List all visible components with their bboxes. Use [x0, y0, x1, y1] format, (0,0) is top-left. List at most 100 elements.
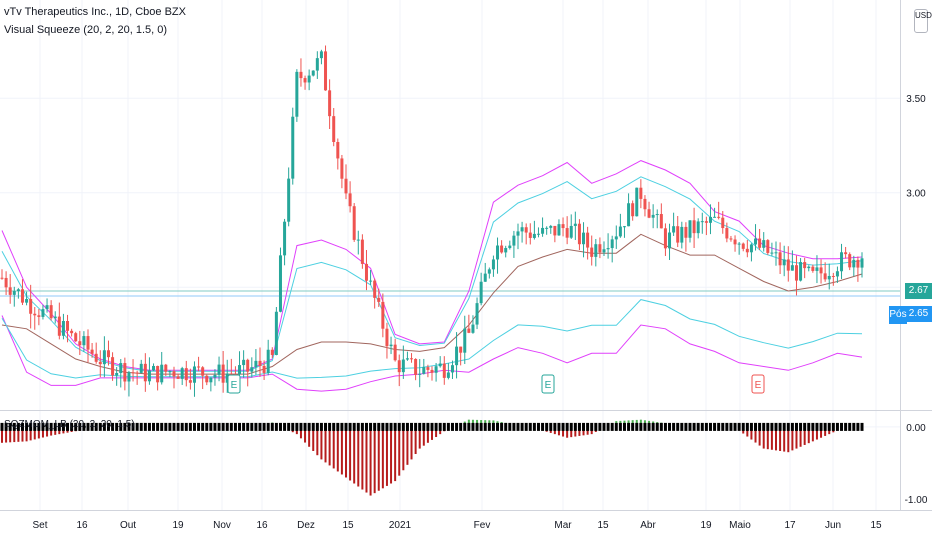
indicator-legend[interactable]: Visual Squeeze (20, 2, 20, 1.5, 0)	[4, 24, 168, 36]
squeeze-dot	[197, 422, 201, 431]
squeeze-dot	[577, 422, 581, 431]
histogram-bar	[762, 426, 765, 449]
candle-body	[49, 305, 53, 319]
histogram-bar	[402, 426, 405, 471]
histogram-bar	[13, 426, 16, 443]
candle-body	[577, 223, 581, 245]
squeeze-dot	[369, 422, 373, 431]
candle-body	[692, 220, 696, 234]
squeeze-dot	[78, 422, 82, 431]
squeeze-dot	[553, 422, 557, 431]
squeeze-dot	[586, 422, 590, 431]
histogram-bar	[766, 426, 769, 450]
symbol-legend[interactable]: vTv Therapeutics Inc., 1D, Cboe BZX	[4, 6, 186, 18]
candle-body	[831, 275, 835, 277]
squeeze-dot	[504, 422, 508, 431]
histogram-bar	[316, 426, 319, 456]
candle-body	[168, 371, 172, 373]
candle-body	[790, 265, 794, 271]
squeeze-dot	[131, 422, 135, 431]
squeeze-dot	[295, 422, 299, 431]
squeeze-dot	[311, 422, 315, 431]
squeeze-dot	[266, 422, 270, 431]
time-tick-label: Out	[120, 520, 136, 531]
squeeze-dot	[737, 422, 741, 431]
candle-body	[381, 301, 385, 329]
candle-body	[467, 328, 471, 333]
squeeze-dot	[348, 422, 352, 431]
candle-body	[856, 259, 860, 268]
histogram-bar	[373, 426, 376, 494]
squeeze-dot	[541, 422, 545, 431]
candle-body	[291, 116, 295, 179]
squeeze-dot	[500, 422, 504, 431]
candle-body	[704, 221, 708, 223]
squeeze-dot	[487, 422, 491, 431]
histogram-bar	[37, 426, 40, 439]
candle-body	[602, 249, 606, 253]
squeeze-dot	[524, 422, 528, 431]
candle-body	[25, 299, 29, 303]
squeeze-dot	[188, 422, 192, 431]
squeeze-dot	[438, 422, 442, 431]
squeeze-dot	[115, 422, 119, 431]
squeeze-dot	[41, 422, 45, 431]
candle-body	[627, 203, 631, 227]
squeeze-dot	[90, 422, 94, 431]
osc-tick-label: -1.00	[905, 495, 928, 506]
squeeze-dot	[37, 422, 41, 431]
candle-body	[672, 226, 676, 233]
squeeze-dot	[463, 422, 467, 431]
squeeze-dot	[94, 422, 98, 431]
candle-body	[729, 238, 733, 240]
candle-body	[721, 217, 725, 229]
candle-body	[397, 360, 401, 373]
candle-body	[471, 324, 475, 333]
candle-body	[553, 225, 557, 236]
squeeze-dot	[332, 422, 336, 431]
squeeze-dot	[803, 422, 807, 431]
candle-body	[90, 349, 94, 354]
squeeze-dot	[680, 422, 684, 431]
candle-body	[172, 371, 176, 377]
candle-body	[418, 373, 422, 375]
candle-body	[106, 350, 110, 358]
histogram-bar	[1, 426, 3, 443]
squeeze-dot	[352, 422, 356, 431]
candle-body	[483, 273, 487, 282]
squeeze-dot	[397, 422, 401, 431]
squeeze-dot	[364, 422, 368, 431]
oscillator-legend[interactable]: SQZMOM_LB (20, 2, 20, 1.5)	[4, 419, 135, 430]
candle-body	[160, 364, 164, 383]
earnings-marker-label: E	[545, 380, 552, 391]
squeeze-dot	[258, 422, 262, 431]
currency-button[interactable]: USD	[914, 9, 932, 33]
squeeze-dot	[758, 422, 762, 431]
histogram-bar	[308, 426, 311, 447]
squeeze-dot	[393, 422, 397, 431]
candle-body	[201, 367, 205, 376]
squeeze-dot	[315, 422, 319, 431]
squeeze-dot	[66, 422, 70, 431]
squeeze-dot	[672, 422, 676, 431]
candle-body	[508, 245, 512, 249]
histogram-bar	[349, 426, 352, 481]
squeeze-dot	[410, 422, 414, 431]
squeeze-dot	[336, 422, 340, 431]
candle-body	[328, 90, 332, 117]
candle-body	[663, 228, 667, 249]
candle-body	[684, 226, 688, 238]
squeeze-dot	[860, 422, 864, 431]
time-tick-label: 19	[172, 520, 184, 531]
candle-body	[618, 226, 622, 237]
candle-body	[377, 297, 381, 302]
candle-body	[733, 239, 737, 245]
candle-body	[524, 227, 528, 233]
squeeze-dot	[729, 422, 733, 431]
squeeze-dot	[172, 422, 176, 431]
time-tick-label: 16	[256, 520, 268, 531]
position-badge[interactable]: Pós	[889, 306, 907, 324]
squeeze-dot	[356, 422, 360, 431]
candle-body	[111, 357, 115, 376]
